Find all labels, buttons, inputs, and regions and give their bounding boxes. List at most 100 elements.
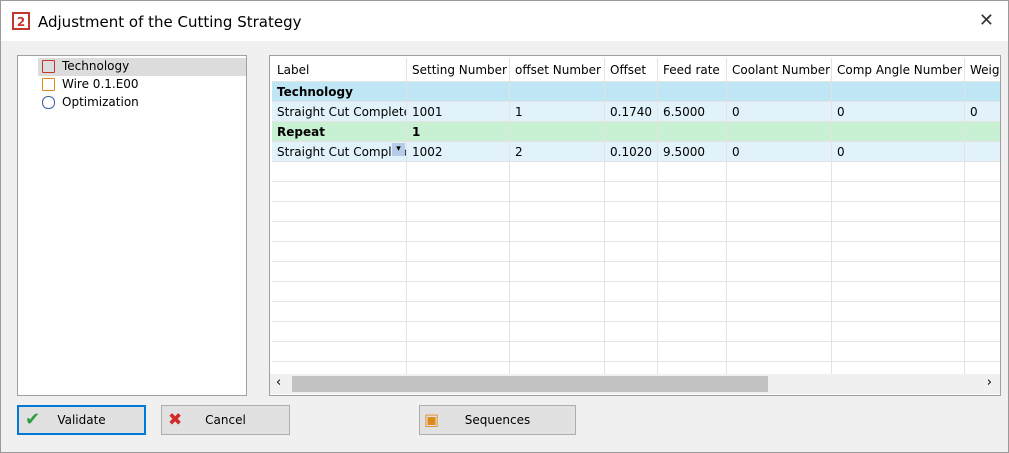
empty-cell — [727, 242, 832, 262]
table-cell[interactable]: 0 — [965, 102, 1000, 122]
table-cell[interactable]: Straight Cut Complete — [272, 142, 407, 162]
table-cell[interactable] — [727, 122, 832, 142]
empty-cell — [510, 182, 605, 202]
empty-cell — [605, 322, 658, 342]
table-cell[interactable]: 0.1740 — [605, 102, 658, 122]
column-header: Label — [272, 58, 407, 82]
empty-cell — [510, 342, 605, 362]
table-cell[interactable]: 0 — [727, 102, 832, 122]
empty-cell — [727, 322, 832, 342]
empty-cell — [727, 222, 832, 242]
table-cell[interactable] — [727, 82, 832, 102]
empty-cell — [832, 222, 965, 242]
tree-selection — [38, 58, 246, 76]
empty-cell — [832, 162, 965, 182]
empty-cell — [965, 342, 1000, 362]
table-cell[interactable] — [832, 82, 965, 102]
empty-cell — [965, 322, 1000, 342]
empty-cell — [727, 162, 832, 182]
empty-cell — [407, 162, 510, 182]
empty-cell — [407, 302, 510, 322]
empty-cell — [272, 162, 407, 182]
empty-cell — [727, 202, 832, 222]
table-cell[interactable]: 0 — [832, 142, 965, 162]
table-cell[interactable]: 0 — [727, 142, 832, 162]
tree-icon — [42, 78, 55, 91]
scroll-right[interactable]: › — [986, 375, 992, 390]
table-cell[interactable]: 1 — [510, 102, 605, 122]
tree-icon — [42, 96, 55, 109]
empty-cell — [510, 322, 605, 342]
table-cell[interactable] — [605, 82, 658, 102]
scroll-thumb[interactable] — [292, 376, 768, 392]
table-cell[interactable] — [510, 82, 605, 102]
tree-item[interactable]: Technology — [62, 59, 130, 73]
tree-item[interactable]: Optimization — [62, 95, 139, 109]
table-cell[interactable]: 1002 — [407, 142, 510, 162]
table-cell[interactable]: 0.1020 — [605, 142, 658, 162]
tree-item[interactable]: Wire 0.1.E00 — [62, 77, 139, 91]
dropdown-arrow[interactable]: ▾ — [392, 143, 405, 156]
app-icon: 2 — [12, 12, 30, 30]
scroll-left[interactable]: ‹ — [276, 375, 282, 390]
empty-cell — [832, 322, 965, 342]
empty-cell — [510, 282, 605, 302]
empty-cell — [658, 162, 727, 182]
table-cell[interactable] — [965, 82, 1000, 102]
empty-cell — [832, 342, 965, 362]
table-cell[interactable] — [832, 122, 965, 142]
table-cell[interactable]: Straight Cut Complete — [272, 102, 407, 122]
empty-cell — [658, 322, 727, 342]
table-cell[interactable]: Technology — [272, 82, 407, 102]
column-header: Offset — [605, 58, 658, 82]
table-cell[interactable]: 1001 — [407, 102, 510, 122]
empty-cell — [965, 162, 1000, 182]
button-label: Cancel — [205, 413, 246, 427]
cancel-button[interactable]: ✖ Cancel — [161, 405, 290, 435]
empty-cell — [407, 282, 510, 302]
table-cell[interactable] — [658, 82, 727, 102]
table-cell[interactable] — [965, 122, 1000, 142]
table-cell[interactable]: 9.5000 — [658, 142, 727, 162]
empty-cell — [658, 262, 727, 282]
close-button[interactable]: ✕ — [978, 10, 994, 31]
empty-cell — [272, 182, 407, 202]
empty-cell — [605, 262, 658, 282]
empty-cell — [965, 202, 1000, 222]
scrollbar[interactable]: ‹ › — [270, 374, 1000, 394]
empty-cell — [832, 262, 965, 282]
button-label: Validate — [57, 413, 106, 427]
empty-cell — [407, 322, 510, 342]
empty-cell — [605, 202, 658, 222]
empty-cell — [272, 302, 407, 322]
table-cell[interactable]: 2 — [510, 142, 605, 162]
empty-cell — [658, 222, 727, 242]
empty-cell — [605, 282, 658, 302]
title-bar: 2 Adjustment of the Cutting Strategy ✕ — [1, 1, 1008, 41]
table-cell[interactable] — [407, 82, 510, 102]
table-cell[interactable] — [510, 122, 605, 142]
empty-cell — [510, 302, 605, 322]
table-cell[interactable]: 0 — [832, 102, 965, 122]
table-cell[interactable] — [605, 122, 658, 142]
tree-panel: Technology Wire 0.1.E00 Optimization — [17, 55, 247, 396]
sequences-button[interactable]: ▣ Sequences — [419, 405, 576, 435]
empty-cell — [407, 202, 510, 222]
table-cell[interactable]: 1 — [407, 122, 510, 142]
empty-cell — [407, 262, 510, 282]
empty-cell — [965, 262, 1000, 282]
table-cell[interactable] — [658, 122, 727, 142]
validate-button[interactable]: ✔ Validate — [17, 405, 146, 435]
table-cell[interactable] — [965, 142, 1000, 162]
empty-cell — [272, 202, 407, 222]
empty-cell — [965, 222, 1000, 242]
column-header: Weig — [965, 58, 1000, 82]
table-cell[interactable]: Repeat — [272, 122, 407, 142]
table-cell[interactable]: 6.5000 — [658, 102, 727, 122]
empty-cell — [605, 242, 658, 262]
empty-cell — [832, 202, 965, 222]
button-label: Sequences — [464, 413, 531, 427]
column-header: Feed rate — [658, 58, 727, 82]
empty-cell — [832, 302, 965, 322]
empty-cell — [658, 282, 727, 302]
